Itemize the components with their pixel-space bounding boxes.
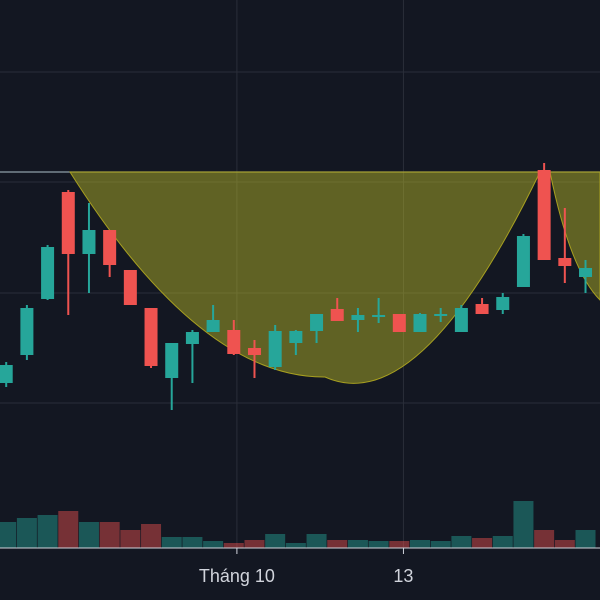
volume-bar bbox=[37, 515, 58, 548]
volume-bar bbox=[575, 530, 596, 548]
volume-bar bbox=[182, 537, 203, 548]
candle-body bbox=[351, 315, 365, 320]
candle-body bbox=[496, 297, 510, 310]
candle-body bbox=[392, 314, 406, 332]
candle-body bbox=[579, 268, 593, 277]
volume-bar bbox=[78, 522, 99, 548]
volume-bar bbox=[141, 524, 162, 548]
candle-body bbox=[61, 192, 75, 254]
candle-body bbox=[165, 343, 179, 378]
volume-bar bbox=[451, 536, 472, 548]
volume-bar bbox=[265, 534, 286, 548]
volume-bar bbox=[285, 543, 306, 548]
candle-body bbox=[144, 308, 158, 366]
volume-bar bbox=[389, 541, 410, 548]
candle-body bbox=[475, 304, 489, 314]
volume-bar bbox=[161, 537, 182, 548]
candle-body bbox=[537, 170, 551, 260]
candle-body bbox=[123, 270, 137, 305]
volume-bar bbox=[223, 543, 244, 548]
volume-bar bbox=[368, 541, 389, 548]
candle-body bbox=[268, 331, 282, 367]
candle-body bbox=[558, 258, 572, 266]
volume-bar bbox=[120, 530, 141, 548]
volume-bar bbox=[99, 522, 120, 548]
candle-body bbox=[0, 365, 13, 383]
candle-body bbox=[454, 308, 468, 332]
volume-bar bbox=[306, 534, 327, 548]
volume-bar bbox=[58, 511, 79, 548]
candle-body bbox=[41, 247, 55, 299]
candle-body bbox=[310, 314, 324, 331]
candle-body bbox=[82, 230, 96, 254]
candle-body bbox=[247, 348, 261, 355]
candle-body bbox=[227, 330, 241, 354]
candle-body bbox=[516, 236, 530, 287]
candle-body bbox=[413, 314, 427, 332]
volume-bar bbox=[430, 541, 451, 548]
candle-body bbox=[206, 320, 220, 332]
volume-bar bbox=[472, 538, 493, 548]
volume-bar bbox=[203, 541, 224, 548]
volume-bar bbox=[410, 540, 430, 548]
candle-body bbox=[20, 308, 34, 355]
volume-bar bbox=[513, 501, 534, 548]
candle-body bbox=[434, 314, 448, 316]
volume-bar bbox=[492, 536, 513, 548]
volume-bar bbox=[0, 522, 17, 548]
volume-bar bbox=[244, 540, 265, 548]
volume-bar bbox=[554, 540, 575, 548]
x-tick-label: 13 bbox=[393, 566, 413, 586]
volume-bar bbox=[347, 540, 368, 548]
candle-body bbox=[289, 331, 303, 343]
volume-bar bbox=[534, 530, 555, 548]
volume-bar bbox=[327, 540, 348, 548]
candle-body bbox=[330, 309, 344, 321]
volume-bar bbox=[16, 518, 37, 548]
candle-body bbox=[372, 315, 386, 317]
candle-body bbox=[103, 230, 117, 265]
x-tick-label: Tháng 10 bbox=[199, 566, 275, 586]
candle-body bbox=[185, 332, 199, 344]
